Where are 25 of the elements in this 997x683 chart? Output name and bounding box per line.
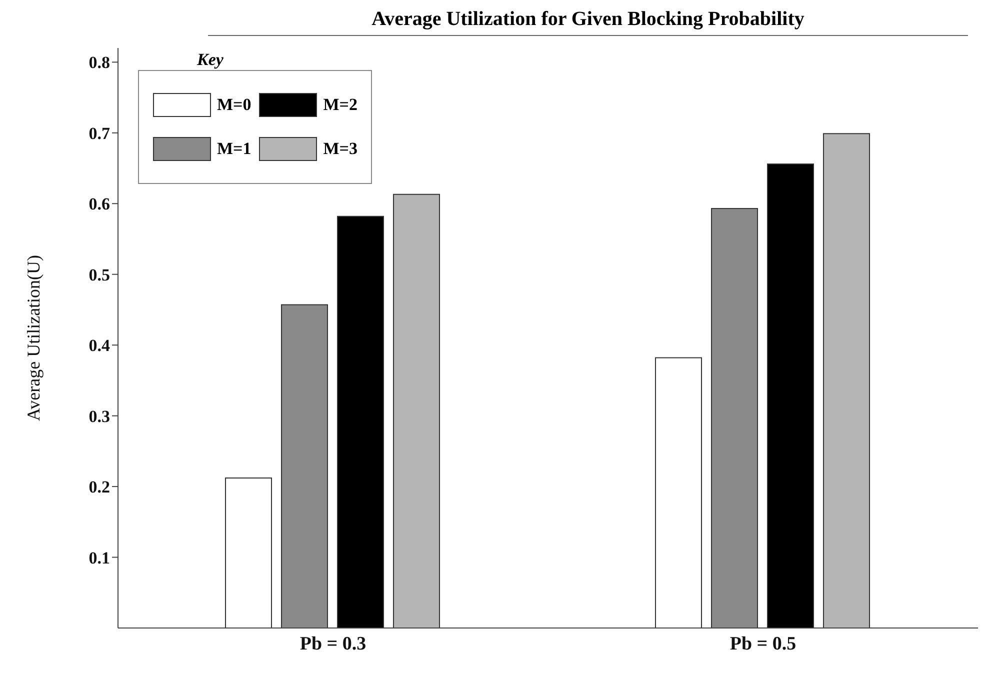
y-axis-title: Average Utilization(U): [23, 254, 44, 422]
legend-label: M=2: [323, 95, 358, 115]
y-tick-label: 0.6: [88, 194, 110, 214]
x-tick-label: Pb = 0.5: [730, 633, 796, 654]
y-tick-label: 0.4: [88, 336, 110, 356]
y-tick-label: 0.8: [88, 53, 110, 72]
y-tick-label: 0.3: [88, 406, 110, 426]
bar: [711, 208, 758, 628]
legend-label: M=3: [323, 139, 358, 159]
bar: [655, 357, 702, 628]
legend-label: M=1: [217, 139, 252, 159]
bar: [393, 194, 440, 628]
bar: [281, 304, 328, 628]
y-tick-label: 0.1: [88, 548, 110, 568]
bar: [337, 216, 384, 628]
y-tick-label: 0.5: [88, 265, 110, 284]
bar: [225, 478, 272, 628]
bar: [767, 164, 814, 628]
chart-title: Average Utilization for Given Blocking Probability: [208, 8, 968, 36]
y-tick-label: 0.2: [88, 478, 110, 497]
bar: [823, 133, 870, 628]
x-tick-label: Pb = 0.3: [300, 633, 366, 654]
legend-title: Key: [197, 50, 224, 69]
legend-label: M=0: [217, 95, 252, 115]
y-tick-label: 0.7: [88, 124, 110, 143]
